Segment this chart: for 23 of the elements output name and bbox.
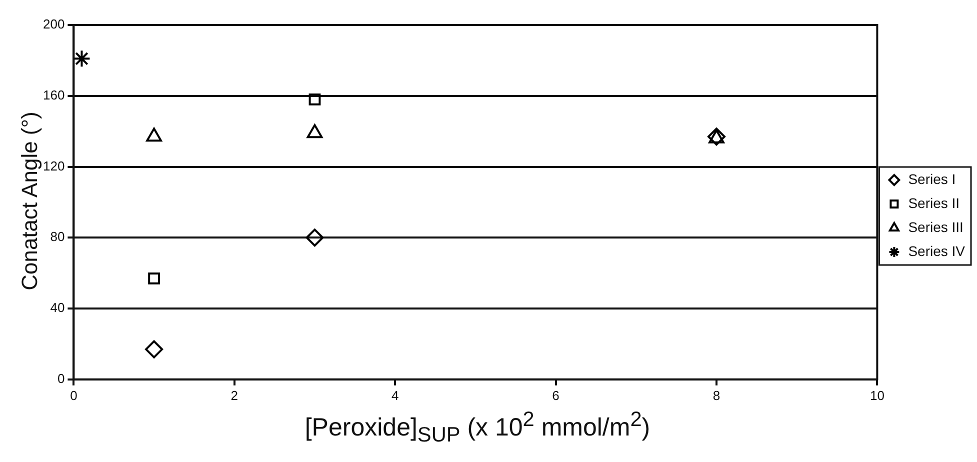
point: [148, 272, 160, 284]
legend-label: Series III: [908, 218, 964, 235]
legend-label: Series IV: [908, 242, 966, 259]
point: [74, 50, 91, 68]
y-tick-label: 120: [42, 158, 65, 174]
y-tick-label: 200: [42, 16, 65, 32]
x-tick-label: 10: [870, 388, 884, 403]
point: [308, 93, 321, 106]
x-tick-label: 6: [552, 388, 560, 403]
point: [306, 228, 324, 247]
x-tick-label: 2: [230, 388, 238, 403]
legend-label: Series II: [908, 194, 960, 211]
y-tick-label: 80: [50, 229, 65, 244]
x-tick-label: 4: [391, 388, 399, 403]
x-tick-label: 0: [70, 388, 78, 403]
point: [145, 340, 164, 358]
y-tick-label: 0: [57, 370, 65, 386]
legend-label: Series I: [908, 170, 956, 187]
x-tick-label: 8: [712, 388, 720, 403]
x-axis-title: [Peroxide]$_{SUP}$ (x 10$^{2}$ mmol/m$^{2}$): [304, 408, 652, 448]
y-tick-label: 160: [42, 87, 65, 102]
y-tick-label: 40: [50, 300, 65, 316]
y-axis-title: Conatact Angle (°): [17, 112, 43, 290]
